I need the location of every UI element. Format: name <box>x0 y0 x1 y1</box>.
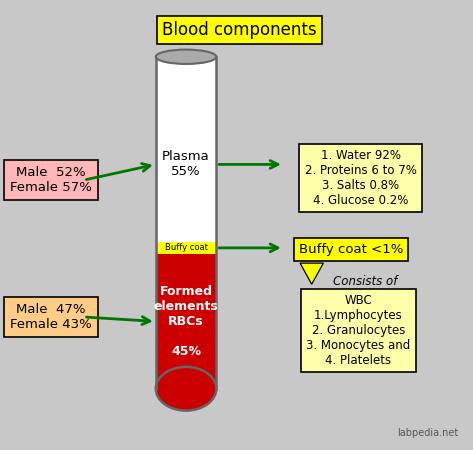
Bar <box>156 57 216 242</box>
Text: Formed
elements
RBCs

45%: Formed elements RBCs 45% <box>154 285 219 358</box>
Text: WBC
1.Lymphocytes
2. Granulocytes
3. Monocytes and
4. Platelets: WBC 1.Lymphocytes 2. Granulocytes 3. Mon… <box>306 294 411 367</box>
Text: 1. Water 92%
2. Proteins 6 to 7%
3. Salts 0.8%
4. Glucose 0.2%: 1. Water 92% 2. Proteins 6 to 7% 3. Salt… <box>305 149 417 207</box>
Bar <box>156 254 216 389</box>
Text: Consists of: Consists of <box>333 274 397 288</box>
Polygon shape <box>300 263 324 284</box>
Ellipse shape <box>156 50 216 64</box>
Text: Male  52%
Female 57%: Male 52% Female 57% <box>10 166 92 194</box>
Text: labpedia.net: labpedia.net <box>397 428 458 438</box>
Ellipse shape <box>156 367 216 410</box>
Text: Plasma
55%: Plasma 55% <box>162 150 210 179</box>
Text: Male  47%
Female 43%: Male 47% Female 43% <box>10 303 92 331</box>
Text: Buffy coat <1%: Buffy coat <1% <box>299 243 403 256</box>
Text: Buffy coat: Buffy coat <box>165 243 208 252</box>
Text: Blood components: Blood components <box>162 21 317 39</box>
Bar <box>156 242 216 254</box>
